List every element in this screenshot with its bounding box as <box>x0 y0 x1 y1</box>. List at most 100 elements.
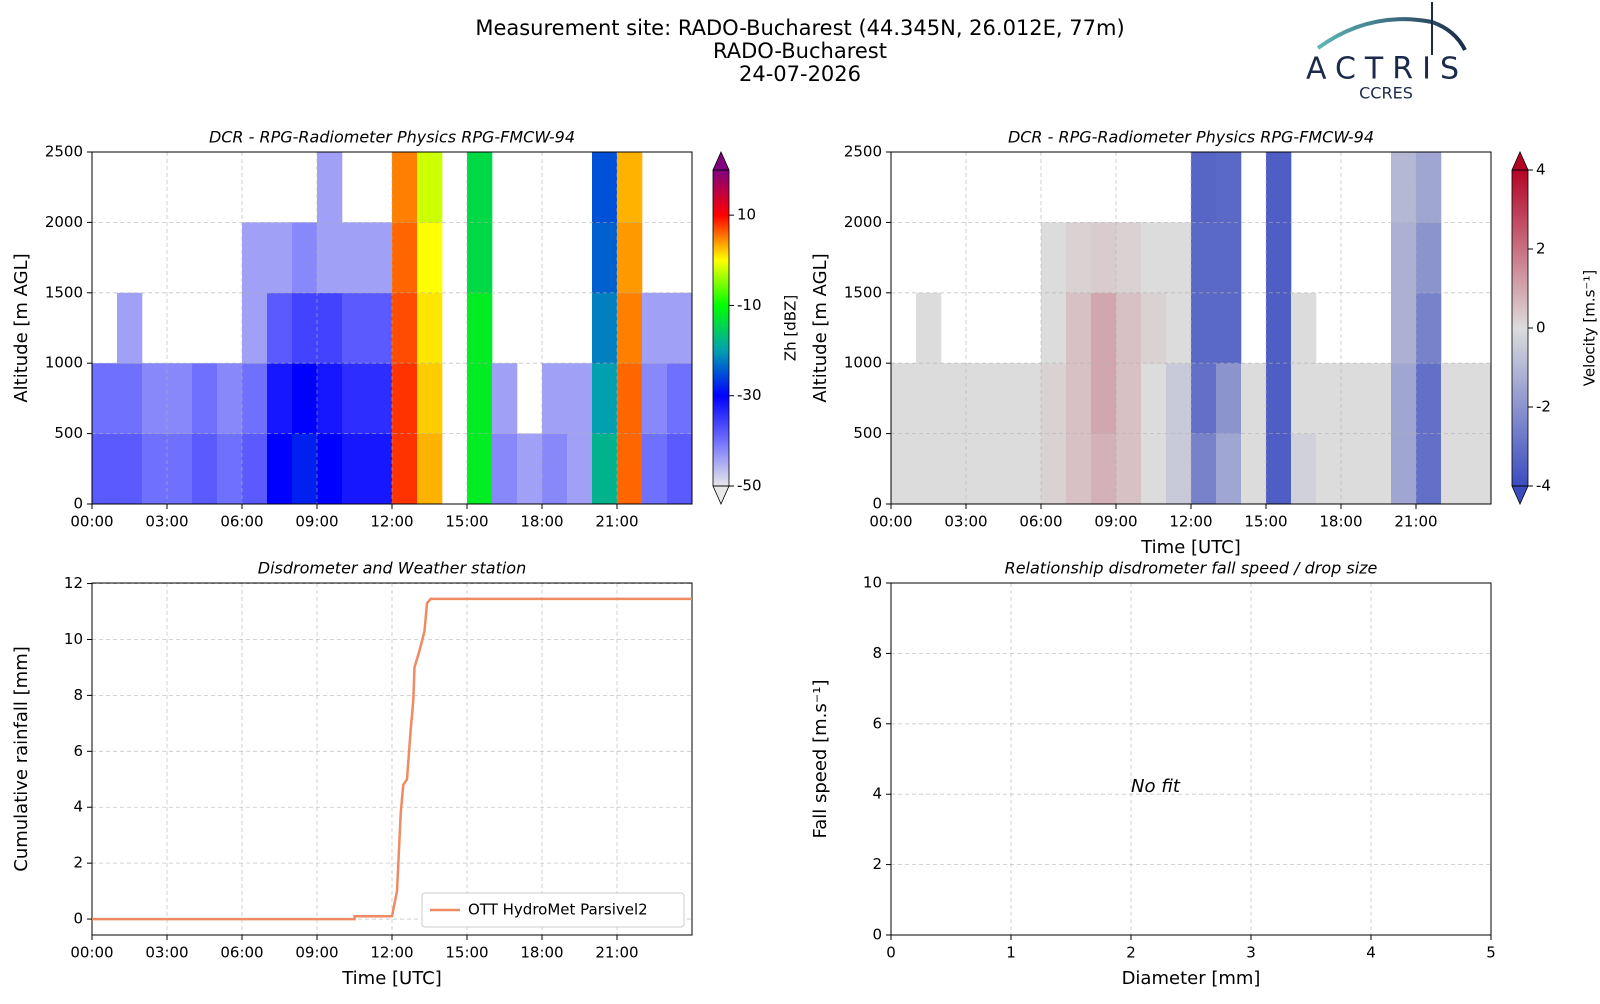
heatmap-cell <box>242 292 268 364</box>
heatmap-cell <box>1166 363 1192 434</box>
heatmap-cell <box>342 433 368 505</box>
x-tick-label: 15:00 <box>445 944 488 962</box>
heatmap-cell <box>1066 292 1092 364</box>
heatmap-cell <box>1091 433 1117 505</box>
heatmap-cell <box>1391 433 1417 505</box>
heatmap-cell <box>92 363 118 434</box>
x-tick-label: 21:00 <box>1394 513 1437 531</box>
heatmap-cell <box>1091 222 1117 294</box>
legend-label: OTT HydroMet Parsivel2 <box>468 901 648 919</box>
colorbar-tick-label: -10 <box>737 296 762 314</box>
heatmap-cell <box>1141 292 1167 364</box>
y-tick-label: 1500 <box>45 283 83 301</box>
x-tick-label: 00:00 <box>70 513 113 531</box>
heatmap-cell <box>467 363 493 434</box>
x-tick-label: 06:00 <box>220 513 263 531</box>
heatmap-cell <box>916 433 942 505</box>
heatmap-cell <box>1341 363 1367 434</box>
y-tick-label: 2000 <box>45 213 83 231</box>
x-tick-label: 09:00 <box>295 944 338 962</box>
colorbar-extend <box>1511 151 1529 171</box>
colorbar-tick-label: -30 <box>737 386 762 404</box>
heatmap-cell <box>667 363 693 434</box>
heatmap-cell <box>667 433 693 505</box>
plot-frame <box>91 151 693 505</box>
y-tick-label: 2000 <box>844 213 882 231</box>
x-tick-label: 0 <box>886 944 896 962</box>
colorbar-label: Velocity [m.s⁻¹] <box>1581 270 1599 386</box>
heatmap-cell <box>367 222 393 294</box>
colorbar-tick-label: 0 <box>1536 319 1546 337</box>
heatmap-cell <box>1216 292 1242 364</box>
heatmap-cell <box>317 363 343 434</box>
heatmap-cell <box>1416 363 1442 434</box>
chart-title: DCR - RPG-Radiometer Physics RPG-FMCW-94 <box>209 128 575 147</box>
annotation: No fit <box>1131 776 1181 797</box>
heatmap-cell <box>467 152 493 223</box>
colorbar-label: Zh [dBZ] <box>782 295 800 361</box>
x-tick-label: 12:00 <box>1169 513 1212 531</box>
heatmap-cell <box>1416 292 1442 364</box>
heatmap-cell <box>217 433 243 505</box>
y-tick-label: 0 <box>73 495 83 513</box>
x-tick-label: 12:00 <box>370 944 413 962</box>
x-axis-label: Time [UTC] <box>341 968 442 989</box>
heatmap-cell <box>1041 292 1067 364</box>
heatmap-cell <box>267 363 293 434</box>
heatmap-cell <box>617 222 643 294</box>
heatmap-cell <box>492 363 518 434</box>
heatmap-cell <box>966 363 992 434</box>
heatmap-cell <box>592 152 618 223</box>
heatmap-cell <box>367 363 393 434</box>
heatmap-cell <box>1016 363 1042 434</box>
heatmap-cell <box>1466 433 1492 505</box>
y-tick-label: 500 <box>853 424 882 442</box>
x-tick-label: 18:00 <box>520 513 563 531</box>
heatmap-cell <box>392 222 418 294</box>
heatmap-cell <box>1441 433 1467 505</box>
heatmap-cell <box>392 363 418 434</box>
heatmap-cell <box>941 363 967 434</box>
header-date: 24-07-2026 <box>739 62 861 86</box>
logo-arc <box>1316 17 1467 51</box>
colorbar-tick-label: 2 <box>1536 240 1546 258</box>
heatmap-cell <box>1066 363 1092 434</box>
heatmap-cell <box>417 222 443 294</box>
heatmap-cell <box>1391 363 1417 434</box>
heatmap-cell <box>292 433 318 505</box>
heatmap-cell <box>317 152 343 223</box>
heatmap-cell <box>567 433 593 505</box>
heatmap-cell <box>1166 292 1192 364</box>
panel: 00:00 03:00 06:00 09:00 12:00 15:00 18:00 21:00… <box>11 128 800 531</box>
x-tick-label: 03:00 <box>944 513 987 531</box>
colorbar-extend <box>712 485 730 505</box>
x-tick-label: 03:00 <box>145 513 188 531</box>
heatmap-cell <box>1466 363 1492 434</box>
heatmap-cell <box>1391 222 1417 294</box>
y-tick-label: 0 <box>872 495 882 513</box>
y-tick-label: 2 <box>872 855 882 873</box>
y-tick-label: 12 <box>64 574 83 592</box>
heatmap-cell <box>1366 363 1392 434</box>
heatmap-cell <box>117 433 143 505</box>
chart-title: DCR - RPG-Radiometer Physics RPG-FMCW-94 <box>1008 128 1374 147</box>
heatmap-cell <box>1291 363 1317 434</box>
heatmap-cell <box>1016 433 1042 505</box>
heatmap-cell <box>467 222 493 294</box>
heatmap-cell <box>1316 363 1342 434</box>
heatmap-cell <box>1216 363 1242 434</box>
heatmap-cell <box>267 292 293 364</box>
heatmap-cell <box>1116 363 1142 434</box>
y-tick-label: 500 <box>54 424 83 442</box>
heatmap-cell <box>1041 222 1067 294</box>
heatmap-cell <box>1191 292 1217 364</box>
heatmap-cell <box>117 363 143 434</box>
heatmap-cell <box>1066 433 1092 505</box>
y-tick-label: 4 <box>73 798 83 816</box>
heatmap-cell <box>1166 222 1192 294</box>
heatmap-cell <box>1216 433 1242 505</box>
heatmap-cell <box>667 292 693 364</box>
chart-title: Relationship disdrometer fall speed / dr… <box>1005 559 1378 578</box>
x-tick-label: 2 <box>1126 944 1136 962</box>
x-axis-label: Diameter [mm] <box>1122 968 1261 989</box>
